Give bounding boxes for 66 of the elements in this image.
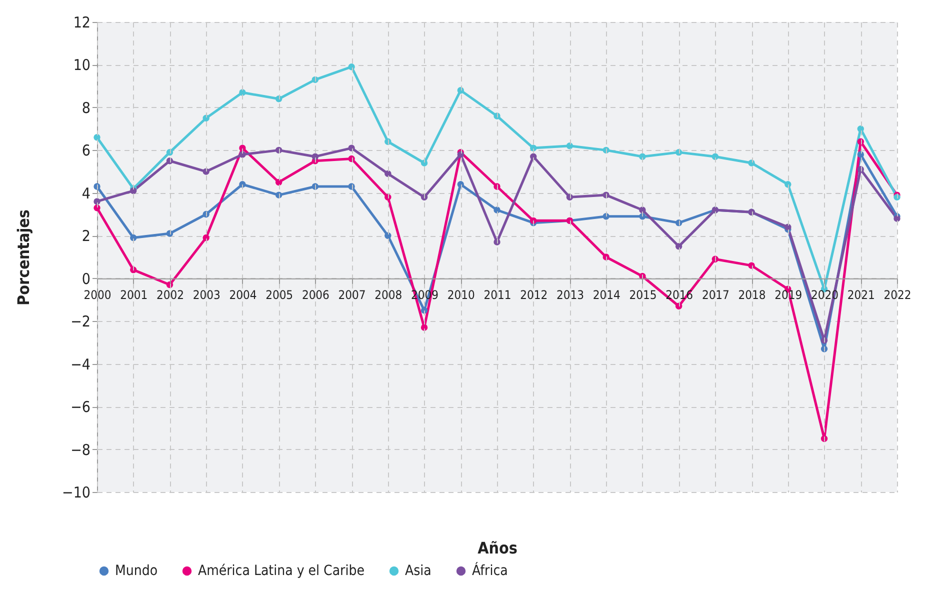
point	[384, 232, 392, 239]
x-tick-label: 2012	[520, 288, 548, 302]
x-tick-label: 2014	[592, 288, 620, 302]
point	[130, 187, 137, 194]
x-tick-label: 2010	[447, 288, 476, 302]
x-tick-label: 2004	[229, 288, 257, 302]
point	[639, 153, 646, 160]
x-tick-label: 2000	[84, 288, 112, 302]
y-tick-label: −10	[62, 484, 90, 502]
x-tick-label: 2001	[120, 288, 148, 302]
point	[312, 153, 319, 160]
point	[94, 134, 100, 141]
x-tick-label: 2011	[484, 288, 512, 302]
point	[202, 114, 210, 122]
point	[748, 262, 755, 269]
point	[202, 234, 210, 242]
point	[639, 206, 646, 214]
point	[530, 153, 537, 160]
x-tick-label: 2006	[302, 288, 330, 302]
y-tick-label: 2	[82, 227, 90, 246]
y-tick-label: 6	[82, 142, 90, 160]
x-tick-label: 2007	[338, 288, 366, 302]
point	[857, 151, 864, 158]
legend-label: Mundo	[115, 563, 158, 579]
y-tick-label: 12	[73, 14, 90, 32]
y-tick-label: −4	[70, 355, 90, 374]
point	[348, 64, 355, 70]
point	[857, 125, 864, 132]
legend-label: África	[472, 562, 508, 579]
x-axis-title: Años	[478, 538, 518, 558]
x-tick-label: 2021	[847, 288, 875, 302]
point	[566, 142, 574, 150]
point	[130, 234, 137, 242]
x-tick-label: 2002	[156, 288, 184, 302]
y-tick-label: −2	[70, 312, 90, 331]
point	[239, 151, 246, 158]
x-tick-label: 2018	[738, 288, 766, 302]
y-tick-label: 4	[82, 184, 90, 202]
y-tick-label: 0	[82, 270, 90, 288]
y-axis-title: Porcentajes	[14, 210, 34, 306]
x-tick-label: 2022	[884, 288, 912, 302]
point	[384, 170, 392, 178]
x-tick-label: 2017	[702, 288, 730, 302]
y-tick-label: 10	[73, 56, 90, 74]
point	[275, 178, 282, 186]
y-tick-label: −8	[70, 440, 90, 459]
point	[239, 89, 246, 96]
point	[494, 206, 500, 214]
legend-label: Asia	[405, 563, 432, 579]
x-tick-label: 2008	[374, 288, 402, 302]
legend-label: América Latina y el Caribe	[198, 563, 365, 579]
x-tick-label: 2015	[629, 288, 657, 302]
x-tick-label: 2003	[192, 288, 220, 302]
x-tick-label: 2005	[266, 288, 294, 302]
point	[675, 242, 682, 250]
point	[748, 160, 755, 166]
point	[712, 153, 719, 160]
point	[784, 224, 792, 230]
point	[239, 144, 246, 152]
y-tick-label: −6	[70, 398, 90, 416]
x-tick-label: 2013	[556, 288, 584, 302]
point	[420, 307, 428, 314]
point	[94, 198, 100, 205]
point	[457, 151, 464, 158]
y-tick-label: 8	[82, 98, 90, 117]
point	[348, 144, 355, 152]
